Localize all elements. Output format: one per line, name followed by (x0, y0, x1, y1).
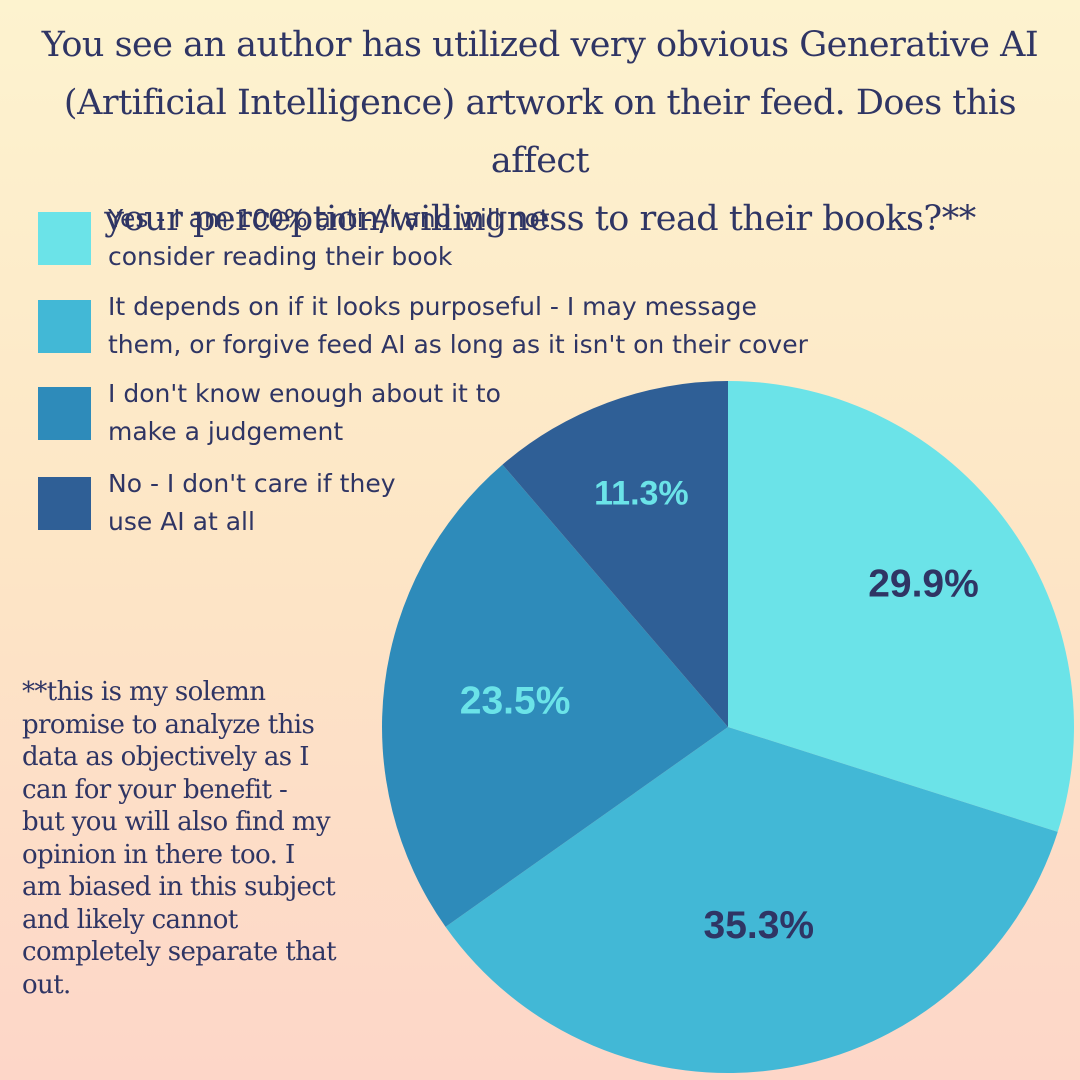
legend-swatch-yes (38, 212, 91, 265)
pie-label-yes: 29.9% (868, 563, 979, 606)
footnote: **this is my solemn promise to analyze t… (22, 676, 402, 1001)
footnote-line: am biased in this subject (22, 872, 336, 902)
legend-label-no: No - I don't care if they use AI at all (108, 465, 396, 541)
legend-label-dont-know: I don't know enough about it to make a j… (108, 375, 501, 451)
legend-label-line: No - I don't care if they (108, 469, 396, 498)
footnote-line: opinion in there too. I (22, 839, 295, 870)
legend-swatch-depends (38, 300, 91, 353)
legend-label-yes: Yes - I am 100% anti-AI and will not con… (108, 200, 550, 276)
legend-item-dont-know: I don't know enough about it to make a j… (38, 375, 501, 451)
footnote-line: data as objectively as I (22, 742, 309, 772)
legend-label-line: It depends on if it looks purposeful - I… (108, 292, 757, 321)
footnote-line: completely separate that (22, 937, 337, 967)
legend-label-line: use AI at all (108, 507, 255, 536)
legend-label-line: them, or forgive feed AI as long as it i… (108, 330, 808, 359)
footnote-line: can for your benefit - (22, 774, 288, 805)
footnote-line: **this is my solemn (22, 677, 266, 707)
chart-title: You see an author has utilized very obvi… (10, 16, 1070, 248)
pie-slice-no (502, 381, 728, 727)
legend-item-no: No - I don't care if they use AI at all (38, 465, 396, 541)
pie-label-dont-know: 23.5% (460, 679, 571, 722)
legend-item-yes: Yes - I am 100% anti-AI and will not con… (38, 200, 550, 276)
legend-label-line: Yes - I am 100% anti-AI and will not (108, 204, 550, 233)
pie-slice-depends (445, 727, 1058, 1073)
legend-label-line: I don't know enough about it to (108, 379, 501, 408)
legend-label-line: consider reading their book (108, 242, 453, 271)
chart-title-line: (Artificial Intelligence) artwork on the… (63, 83, 1017, 181)
pie-label-no: 11.3% (594, 474, 689, 512)
pie-slice-yes (728, 381, 1074, 832)
legend-swatch-dont-know (38, 387, 91, 440)
chart-title-line: your perception/willingness to read thei… (104, 199, 976, 239)
legend-swatch-no (38, 477, 91, 530)
pie-label-depends: 35.3% (704, 904, 815, 947)
footnote-line: out. (22, 969, 71, 1000)
footnote-line: promise to analyze this (22, 709, 315, 740)
legend-label-depends: It depends on if it looks purposeful - I… (108, 288, 808, 364)
chart-title-line: You see an author has utilized very obvi… (41, 25, 1039, 65)
legend-label-line: make a judgement (108, 417, 344, 446)
footnote-line: and likely cannot (22, 904, 238, 935)
legend-item-depends: It depends on if it looks purposeful - I… (38, 288, 808, 364)
pie-slice-dont-know (382, 464, 728, 927)
footnote-line: but you will also find my (22, 807, 331, 837)
